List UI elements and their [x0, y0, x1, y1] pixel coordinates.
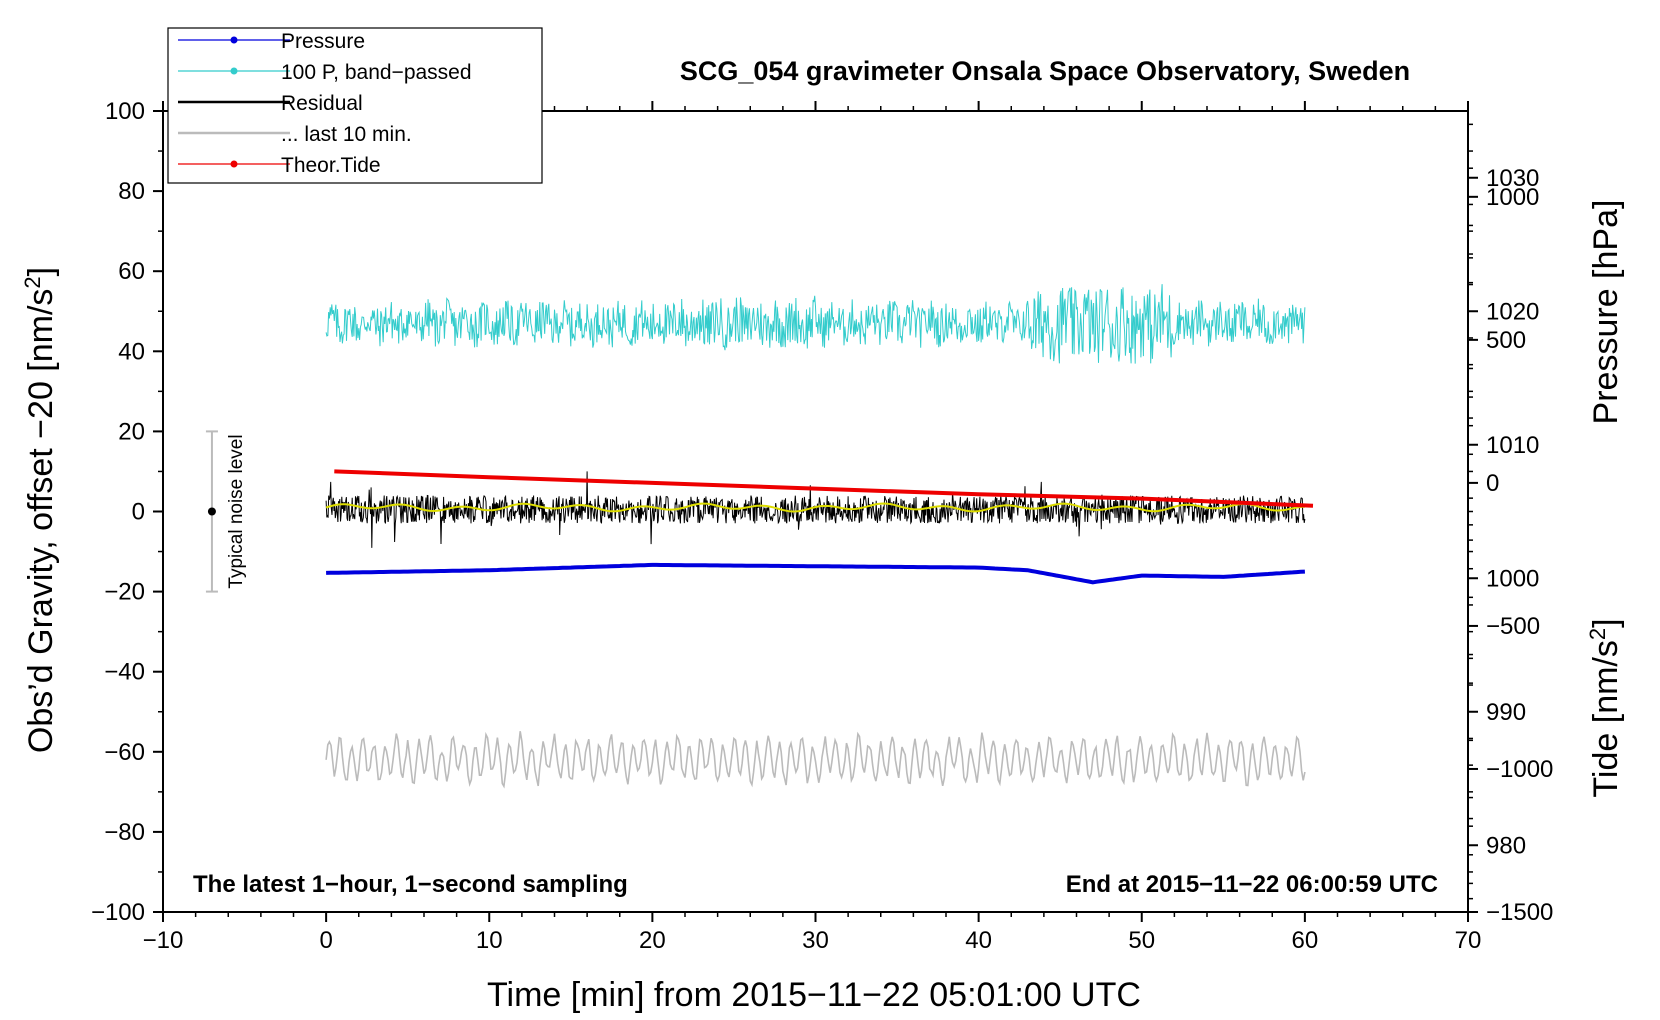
- tide-tick-label: 500: [1486, 327, 1526, 354]
- series-residual: [325, 471, 1306, 548]
- tide-tick-label: −1500: [1486, 899, 1553, 926]
- y-axis-title-sup: 2: [20, 276, 45, 288]
- y-tick-label: −60: [104, 739, 145, 766]
- x-tick-label: 40: [965, 927, 992, 954]
- tide-axis-title-prefix: Tide [nm/s: [1587, 640, 1625, 797]
- pressure-tick-label: 1000: [1486, 565, 1539, 592]
- pressure-tick-label: 990: [1486, 699, 1526, 726]
- legend-marker: [230, 160, 238, 168]
- annotation-sampling: The latest 1−hour, 1−second sampling: [193, 871, 628, 898]
- x-axis-title: Time [min] from 2015−11−22 05:01:00 UTC: [487, 976, 1141, 1014]
- y-tick-label: 20: [118, 418, 145, 445]
- y-axis-title-suffix: ]: [22, 267, 60, 276]
- tide-tick-label: 0: [1486, 470, 1499, 497]
- y-tick-label: 80: [118, 178, 145, 205]
- legend-label: Theor.Tide: [281, 154, 381, 177]
- x-tick-label: 0: [319, 927, 332, 954]
- pressure-tick-label: 980: [1486, 832, 1526, 859]
- series-band-passed-pressure: [325, 284, 1306, 364]
- y-tick-label: −80: [104, 819, 145, 846]
- y-tick-label: 0: [132, 499, 145, 526]
- y-tick-label: −100: [91, 899, 145, 926]
- x-tick-label: 30: [802, 927, 829, 954]
- x-tick-label: 70: [1455, 927, 1482, 954]
- pressure-tick-label: 1020: [1486, 298, 1539, 325]
- chart-title: SCG_054 gravimeter Onsala Space Observat…: [680, 56, 1410, 86]
- axes: −10 0 10 20 30 40 50 60 70100806040200−20−40−60−…: [91, 98, 1553, 954]
- y-axis-title-prefix: Obs’d Gravity, offset −20 [nm/s: [22, 289, 60, 754]
- y-tick-label: −20: [104, 579, 145, 606]
- y-tick-label: −40: [104, 659, 145, 686]
- annotation-end-time: End at 2015−11−22 06:00:59 UTC: [1066, 871, 1438, 898]
- pressure-tick-label: 1010: [1486, 432, 1539, 459]
- tide-tick-label: −500: [1486, 613, 1540, 640]
- y-tick-label: 40: [118, 338, 145, 365]
- legend-marker: [230, 36, 238, 44]
- series-theor-tide: [334, 469, 1314, 508]
- series-last-10-min: [325, 731, 1306, 789]
- x-tick-label: 60: [1292, 927, 1319, 954]
- plot-area: [325, 284, 1314, 789]
- noise-bar-label: Typical noise level: [226, 434, 247, 588]
- y-tick-label: 60: [118, 258, 145, 285]
- pressure-tick-label: 1030: [1486, 165, 1539, 192]
- series-residual-smoothed: [325, 502, 1305, 513]
- legend: Pressure 100 P, band−passed Residual ... la…: [167, 27, 543, 184]
- series-pressure: [326, 562, 1305, 585]
- tide-axis-title-sup: 2: [1585, 628, 1610, 640]
- y-tick-label: 100: [105, 98, 145, 125]
- noise-bar: Typical noise level: [205, 430, 247, 593]
- legend-label: Pressure: [281, 30, 365, 53]
- x-tick-label: 50: [1128, 927, 1155, 954]
- legend-label: ... last 10 min.: [281, 123, 412, 146]
- y-axis-title: Obs’d Gravity, offset −20 [nm/s2]: [20, 267, 60, 753]
- tide-axis-title: Tide [nm/s2]: [1585, 618, 1625, 797]
- pressure-axis-title: Pressure [hPa]: [1587, 200, 1625, 425]
- tide-axis-title-suffix: ]: [1587, 618, 1625, 627]
- legend-label: 100 P, band−passed: [281, 61, 472, 84]
- tide-tick-label: 1000: [1486, 184, 1539, 211]
- legend-marker: [230, 67, 238, 75]
- legend-box: [167, 27, 543, 184]
- legend-label: Residual: [281, 92, 363, 115]
- x-tick-label: −10: [143, 927, 184, 954]
- tide-tick-label: −1000: [1486, 756, 1553, 783]
- x-tick-label: 20: [639, 927, 666, 954]
- x-tick-label: 10: [476, 927, 503, 954]
- noise-bar-dot: [207, 507, 216, 516]
